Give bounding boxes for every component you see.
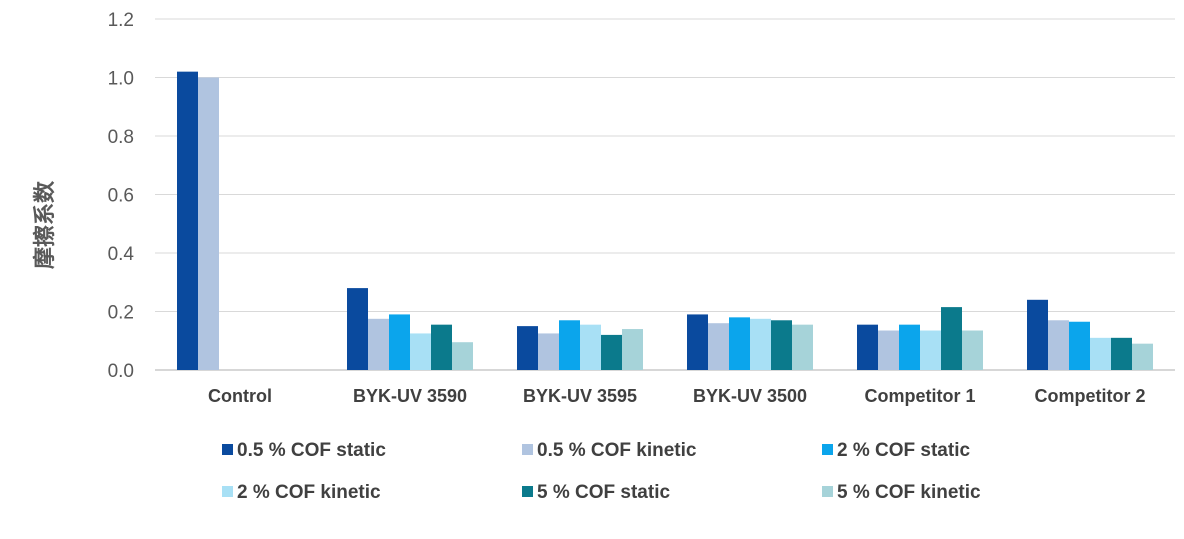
category-label: BYK-UV 3595: [523, 386, 637, 406]
bar: [198, 77, 219, 370]
y-tick-label: 0.8: [108, 127, 134, 148]
bar: [1027, 299, 1048, 370]
y-tick-label: 1.2: [108, 10, 134, 31]
bar: [538, 333, 559, 370]
bar: [687, 314, 708, 370]
category-label: Control: [208, 386, 272, 406]
bar: [878, 330, 899, 370]
bar: [771, 320, 792, 370]
legend-swatch: [222, 486, 233, 497]
category-label: BYK-UV 3500: [693, 386, 807, 406]
y-tick-label: 0.6: [108, 186, 134, 207]
legend-label: 2 % COF kinetic: [237, 482, 381, 503]
bar: [559, 320, 580, 370]
bar: [920, 330, 941, 370]
bar: [1069, 321, 1090, 370]
bar: [792, 324, 813, 370]
y-tick-label: 1.0: [108, 69, 134, 90]
bar: [389, 314, 410, 370]
bar: [941, 307, 962, 370]
gridlines: [155, 18, 1175, 371]
bar: [962, 330, 983, 370]
legend-label: 5 % COF static: [537, 482, 670, 503]
bar: [857, 324, 878, 370]
bar: [1048, 320, 1069, 370]
legend-swatch: [822, 444, 833, 455]
bar: [899, 324, 920, 370]
bar: [601, 334, 622, 370]
legend-swatch: [522, 486, 533, 497]
legend-swatch: [222, 444, 233, 455]
category-labels: Control BYK-UV 3590 BYK-UV 3595 BYK-UV 3500…: [208, 386, 1146, 406]
bar: [517, 326, 538, 370]
bar: [452, 342, 473, 370]
bar: [750, 318, 771, 370]
bar: [1132, 343, 1153, 370]
bars: [177, 71, 1153, 371]
legend-label: 2 % COF static: [837, 440, 970, 461]
bar: [1111, 337, 1132, 370]
bar: [622, 329, 643, 370]
y-tick-label: 0.4: [108, 244, 135, 265]
bar: [729, 317, 750, 370]
category-label: Competitor 2: [1034, 386, 1145, 406]
bar: [347, 288, 368, 370]
category-label: Competitor 1: [864, 386, 975, 406]
y-tick-labels: 0.0 0.2 0.4 0.6 0.8 1.0 1.2: [108, 10, 135, 382]
y-tick-label: 0.2: [108, 303, 134, 324]
legend-label: 5 % COF kinetic: [837, 482, 981, 503]
bar: [580, 324, 601, 370]
y-axis-label: 摩擦系数: [32, 180, 58, 269]
legend-label: 0.5 % COF kinetic: [537, 440, 697, 461]
y-tick-label: 0.0: [108, 361, 134, 382]
bar: [410, 333, 431, 370]
legend-swatch: [522, 444, 533, 455]
bar: [708, 323, 729, 370]
bar: [431, 324, 452, 370]
bar: [368, 318, 389, 370]
legend: 0.5 % COF static 0.5 % COF kinetic 2 % COF…: [222, 440, 981, 503]
legend-swatch: [822, 486, 833, 497]
bar: [177, 71, 198, 371]
legend-label: 0.5 % COF static: [237, 440, 386, 461]
category-label: BYK-UV 3590: [353, 386, 467, 406]
bar: [1090, 337, 1111, 370]
